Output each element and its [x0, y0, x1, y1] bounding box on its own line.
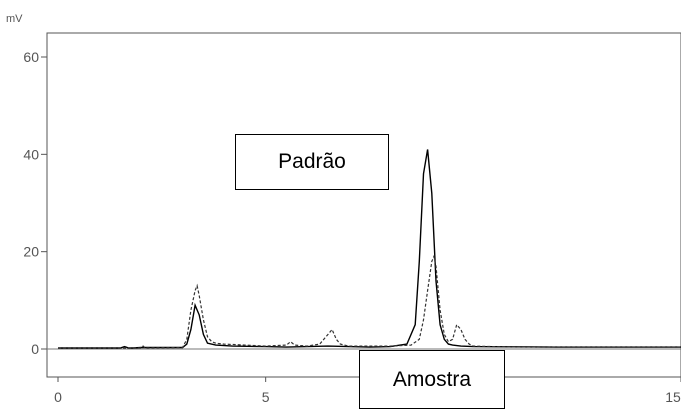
- y-axis-ticks: 0 20 40 60: [23, 49, 47, 357]
- dashed-trace: [58, 254, 681, 349]
- annotation-amostra: Amostra: [359, 350, 505, 409]
- x-tick-label: 5: [262, 389, 270, 405]
- annotation-padrao: Padrão: [235, 134, 389, 190]
- y-tick-label: 40: [23, 146, 39, 162]
- y-tick-label: 0: [31, 341, 39, 357]
- x-tick-label: 15: [665, 389, 681, 405]
- y-tick-label: 60: [23, 49, 39, 65]
- x-tick-label: 0: [54, 389, 62, 405]
- chromatogram-traces: [58, 149, 681, 349]
- y-tick-label: 20: [23, 244, 39, 260]
- y-axis-unit-label: mV: [6, 13, 23, 25]
- plot-frame: [46, 32, 681, 378]
- x-axis-ticks: 0 5 15: [54, 377, 681, 405]
